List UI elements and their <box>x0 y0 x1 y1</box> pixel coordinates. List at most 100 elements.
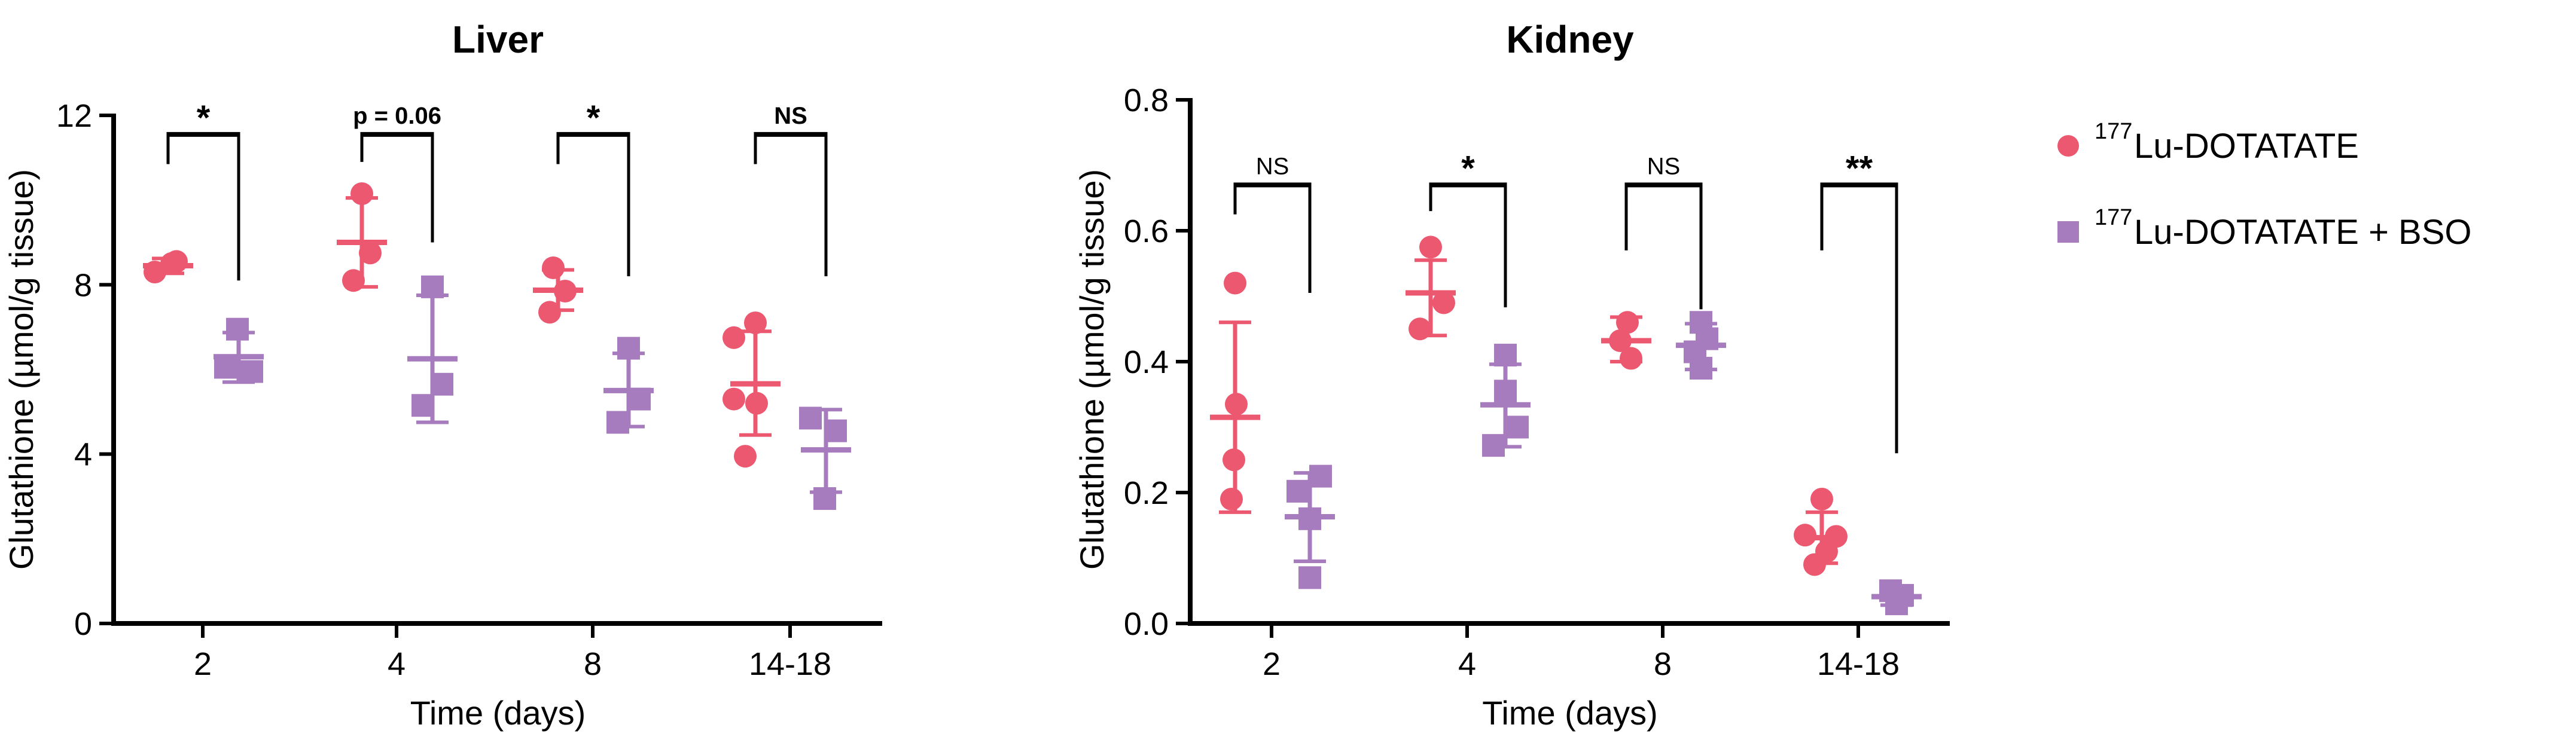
legend-item: 177 Lu-DOTATATE <box>2057 119 2359 166</box>
data-point <box>617 337 640 360</box>
data-point <box>1690 356 1712 380</box>
data-point <box>1506 415 1529 439</box>
group-2 <box>1210 271 1260 514</box>
group-8 <box>1601 311 1651 370</box>
x-tick-label: 4 <box>1458 646 1476 682</box>
legend-item: 177 Lu-DOTATATE + BSO <box>2057 205 2472 252</box>
y-tick-label: 0 <box>74 606 92 642</box>
data-point <box>1616 311 1639 334</box>
data-point <box>1494 344 1517 367</box>
data-point <box>1810 487 1833 510</box>
plot-title: Liver <box>452 18 544 61</box>
series-lu-dotatate-bso <box>214 275 851 510</box>
x-tick-label: 14-18 <box>749 646 831 682</box>
data-point <box>342 269 365 292</box>
legend-square-marker <box>2057 221 2079 243</box>
sig-bracket: ** <box>1820 149 1898 454</box>
sig-bracket: * <box>1429 149 1507 308</box>
data-point <box>350 182 373 206</box>
sig-bracket: * <box>556 99 630 277</box>
data-point <box>226 317 249 341</box>
x-tick-label: 8 <box>584 646 602 682</box>
legend-label: Lu-DOTATATE <box>2134 127 2359 166</box>
group-2 <box>214 317 264 384</box>
group-14-18 <box>1871 579 1922 616</box>
sig-label: * <box>587 99 600 137</box>
y-tick-label: 0.8 <box>1124 82 1169 118</box>
data-point <box>1885 592 1908 616</box>
y-tick-label: 12 <box>56 98 92 134</box>
sig-bracket: NS <box>754 103 828 277</box>
data-point <box>1794 524 1816 547</box>
sig-label: NS <box>1647 153 1681 179</box>
data-point <box>554 279 577 302</box>
y-tick-label: 0.6 <box>1124 213 1169 249</box>
data-point <box>813 487 836 510</box>
y-tick-label: 8 <box>74 267 92 303</box>
group-14-18 <box>1794 487 1848 576</box>
series-lu-dotatate <box>143 182 781 468</box>
y-tick-label: 4 <box>74 437 92 473</box>
series-lu-dotatate-bso <box>1285 311 1922 616</box>
sig-bracket: NS <box>1233 153 1312 293</box>
data-point <box>734 445 757 468</box>
x-axis-title: Time (days) <box>1482 694 1658 732</box>
sig-bracket: NS <box>1624 153 1703 310</box>
data-point <box>1223 448 1245 472</box>
group-4 <box>1406 236 1456 341</box>
y-tick-label: 0.0 <box>1124 606 1169 642</box>
legend-isotope-superscript: 177 <box>2095 119 2132 144</box>
group-4 <box>337 182 387 292</box>
data-point <box>628 387 651 411</box>
data-point <box>1803 553 1826 576</box>
y-axis-title: Glutathione (µmol/g tissue) <box>2 169 40 570</box>
group-2 <box>1285 464 1335 589</box>
group-14-18 <box>799 406 851 510</box>
data-point <box>799 406 822 430</box>
data-point <box>1620 347 1642 370</box>
x-tick-label: 8 <box>1654 646 1672 682</box>
data-point <box>421 275 444 298</box>
data-point <box>1609 329 1632 352</box>
data-point <box>745 392 768 415</box>
data-point <box>359 241 382 265</box>
data-point <box>1287 479 1309 503</box>
data-point <box>1482 434 1505 457</box>
sig-label: ** <box>1846 149 1873 188</box>
data-point <box>1298 507 1321 530</box>
group-4 <box>407 275 458 424</box>
data-point <box>1494 380 1517 403</box>
kidney-plot: 0.0 0.2 0.4 0.6 0.8 2 4 8 14-18 Kidney Time (days)… <box>1073 18 1950 732</box>
sig-label: p = 0.06 <box>353 103 441 129</box>
legend-circle-marker <box>2057 135 2079 157</box>
data-point <box>723 326 745 349</box>
data-point <box>824 419 847 442</box>
sig-bracket: * <box>166 99 240 281</box>
x-tick-label: 2 <box>194 646 212 682</box>
x-tick-label: 14-18 <box>1817 646 1900 682</box>
data-point <box>431 372 453 396</box>
data-point <box>1409 317 1431 341</box>
y-tick-label: 0.4 <box>1124 344 1169 380</box>
data-point <box>1220 487 1243 510</box>
y-axis-title: Glutathione (µmol/g tissue) <box>1073 169 1111 570</box>
sig-bracket: p = 0.06 <box>353 103 441 243</box>
sig-label: * <box>197 99 211 137</box>
x-tick-label: 4 <box>388 646 406 682</box>
data-point <box>606 411 629 434</box>
data-point <box>165 250 188 273</box>
data-point <box>744 311 767 335</box>
liver-plot: 0 4 8 12 2 4 8 14-18 Liver Time (days) Glutathione… <box>2 18 882 732</box>
legend-label: Lu-DOTATATE + BSO <box>2134 213 2472 252</box>
data-point <box>1224 271 1246 295</box>
group-8 <box>533 256 583 324</box>
group-2 <box>143 250 193 284</box>
x-axis-title: Time (days) <box>410 694 586 732</box>
sig-label: NS <box>1256 153 1289 179</box>
legend-isotope-superscript: 177 <box>2095 205 2132 230</box>
sig-label: * <box>1461 149 1475 188</box>
data-point <box>1225 393 1248 416</box>
group-14-18 <box>723 311 781 468</box>
